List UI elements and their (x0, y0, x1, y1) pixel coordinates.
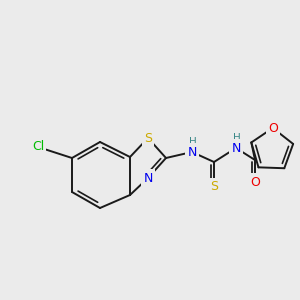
Text: N: N (187, 146, 197, 158)
Text: Cl: Cl (32, 140, 44, 154)
Text: H: H (189, 137, 197, 147)
Text: O: O (250, 176, 260, 188)
Text: S: S (144, 131, 152, 145)
Text: O: O (268, 122, 278, 134)
Text: N: N (231, 142, 241, 154)
Text: N: N (143, 172, 153, 184)
Text: H: H (233, 133, 241, 143)
Text: S: S (210, 181, 218, 194)
